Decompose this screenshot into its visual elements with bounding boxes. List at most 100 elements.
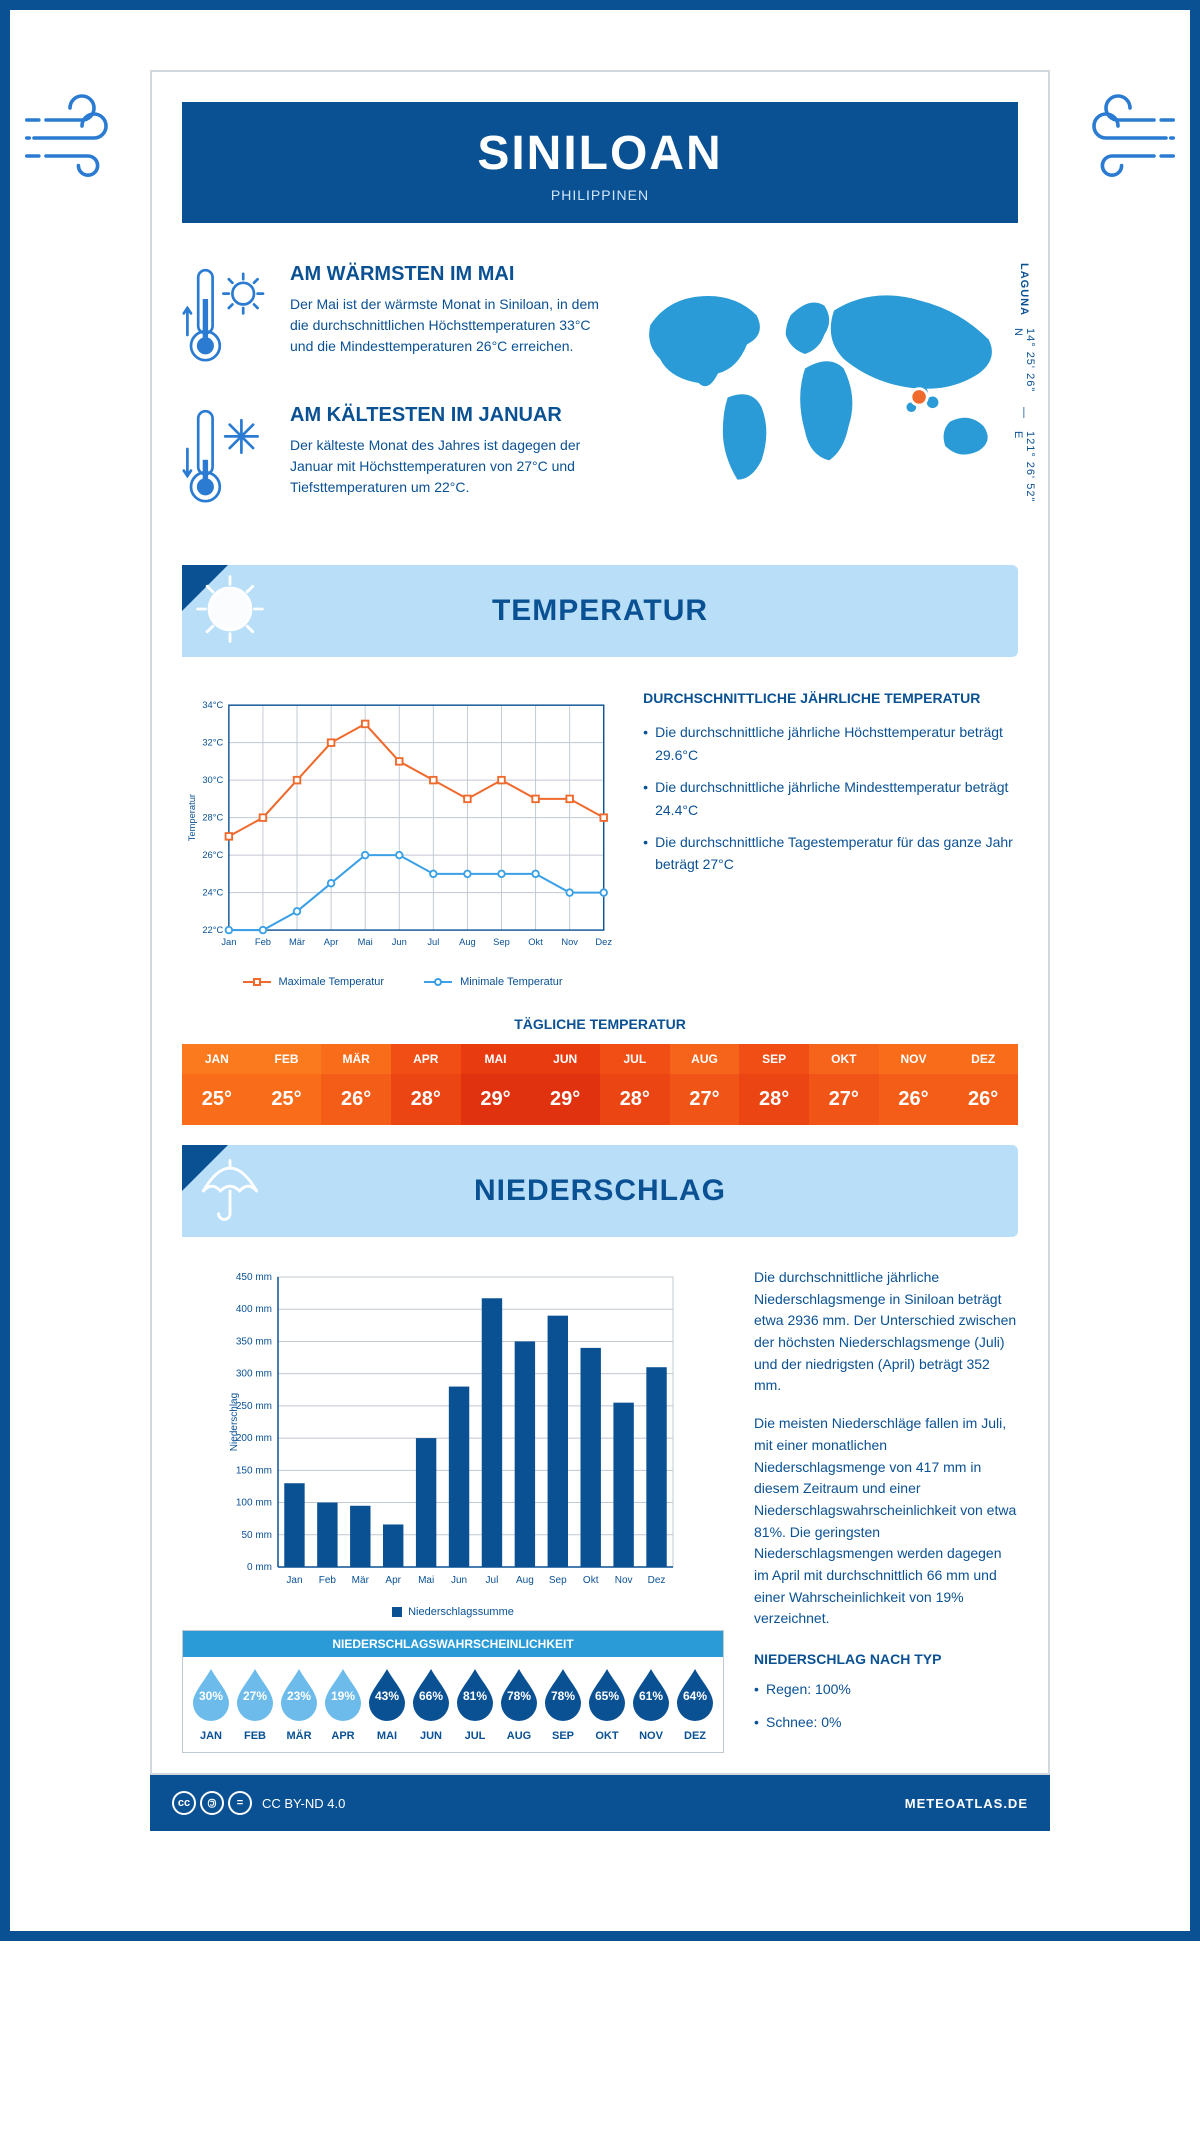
svg-text:Feb: Feb xyxy=(255,937,271,947)
section-precip-title: NIEDERSCHLAG xyxy=(182,1174,1018,1208)
country-subtitle: PHILIPPINEN xyxy=(182,187,1018,203)
world-map xyxy=(631,263,1018,503)
svg-text:30°C: 30°C xyxy=(202,775,223,785)
svg-text:26°C: 26°C xyxy=(202,850,223,860)
umbrella-icon xyxy=(192,1151,268,1227)
svg-text:24°C: 24°C xyxy=(202,887,223,897)
daily-month: JUN xyxy=(530,1044,600,1074)
svg-text:Jan: Jan xyxy=(286,1575,302,1586)
svg-text:100 mm: 100 mm xyxy=(236,1498,272,1509)
precip-bytype-heading: NIEDERSCHLAG NACH TYP xyxy=(754,1648,1018,1670)
nd-icon: = xyxy=(228,1791,252,1815)
daily-month: APR xyxy=(391,1044,461,1074)
svg-text:Jun: Jun xyxy=(392,937,407,947)
daily-month: MÄR xyxy=(321,1044,391,1074)
svg-text:Jul: Jul xyxy=(486,1575,499,1586)
probability-cell: 27%FEB xyxy=(233,1667,277,1742)
longitude: 121° 26' 52" E xyxy=(1012,431,1036,503)
svg-text:Niederschlag: Niederschlag xyxy=(229,1393,240,1451)
svg-text:Temperatur: Temperatur xyxy=(187,794,197,841)
fact-cold-text: Der kälteste Monat des Jahres ist dagege… xyxy=(290,435,607,498)
svg-text:0 mm: 0 mm xyxy=(247,1562,272,1573)
probability-cell: 19%APR xyxy=(321,1667,365,1742)
daily-title: TÄGLICHE TEMPERATUR xyxy=(182,1016,1018,1032)
daily-month: FEB xyxy=(252,1044,322,1074)
daily-temperature-table: JANFEBMÄRAPRMAIJUNJULAUGSEPOKTNOVDEZ25°2… xyxy=(182,1044,1018,1125)
svg-text:300 mm: 300 mm xyxy=(236,1369,272,1380)
svg-text:Jul: Jul xyxy=(427,937,439,947)
daily-value: 25° xyxy=(182,1074,252,1125)
fact-warmest: AM WÄRMSTEN IM MAI Der Mai ist der wärms… xyxy=(182,263,607,376)
annual-b2: Die durchschnittliche jährliche Mindestt… xyxy=(643,776,1018,821)
fact-warm-title: AM WÄRMSTEN IM MAI xyxy=(290,263,607,286)
cc-icons: cc🄯= xyxy=(172,1791,252,1815)
probability-cell: 66%JUN xyxy=(409,1667,453,1742)
probability-cell: 78%AUG xyxy=(497,1667,541,1742)
daily-value: 27° xyxy=(809,1074,879,1125)
daily-month: NOV xyxy=(879,1044,949,1074)
svg-text:Okt: Okt xyxy=(583,1575,599,1586)
svg-text:Okt: Okt xyxy=(528,937,543,947)
thermometer-sun-icon xyxy=(182,263,272,376)
temperature-legend: Maximale Temperatur Minimale Temperatur xyxy=(182,976,613,988)
probability-cell: 23%MÄR xyxy=(277,1667,321,1742)
section-temperature-banner: TEMPERATUR xyxy=(182,565,1018,657)
daily-value: 26° xyxy=(879,1074,949,1125)
svg-text:50 mm: 50 mm xyxy=(241,1530,272,1541)
latitude: 14° 25' 26" N xyxy=(1012,328,1036,395)
precip-text-2: Die meisten Niederschläge fallen im Juli… xyxy=(754,1413,1018,1630)
probability-cell: 43%MAI xyxy=(365,1667,409,1742)
cc-icon: cc xyxy=(172,1791,196,1815)
svg-text:Nov: Nov xyxy=(615,1575,633,1586)
footer: cc🄯= CC BY-ND 4.0 METEOATLAS.DE xyxy=(150,1775,1050,1831)
svg-text:22°C: 22°C xyxy=(202,925,223,935)
daily-value: 29° xyxy=(530,1074,600,1125)
sun-icon xyxy=(192,571,268,647)
daily-value: 28° xyxy=(600,1074,670,1125)
by-icon: 🄯 xyxy=(200,1791,224,1815)
precip-legend: Niederschlagssumme xyxy=(182,1606,724,1618)
svg-text:250 mm: 250 mm xyxy=(236,1401,272,1412)
svg-text:28°C: 28°C xyxy=(202,812,223,822)
svg-text:Apr: Apr xyxy=(324,937,339,947)
svg-text:200 mm: 200 mm xyxy=(236,1433,272,1444)
svg-text:350 mm: 350 mm xyxy=(236,1336,272,1347)
svg-text:Aug: Aug xyxy=(516,1575,534,1586)
daily-month: OKT xyxy=(809,1044,879,1074)
probability-cell: 78%SEP xyxy=(541,1667,585,1742)
precipitation-bar-chart: 0 mm50 mm100 mm150 mm200 mm250 mm300 mm3… xyxy=(182,1267,724,1597)
svg-text:Dez: Dez xyxy=(595,937,612,947)
section-temperature-title: TEMPERATUR xyxy=(182,594,1018,628)
daily-month: JAN xyxy=(182,1044,252,1074)
coordinates: LAGUNA 14° 25' 26" N — 121° 26' 52" E xyxy=(1012,263,1036,503)
daily-value: 25° xyxy=(252,1074,322,1125)
annual-b3: Die durchschnittliche Tagestemperatur fü… xyxy=(643,831,1018,876)
daily-value: 28° xyxy=(739,1074,809,1125)
svg-text:Mär: Mär xyxy=(289,937,305,947)
svg-text:Mär: Mär xyxy=(352,1575,370,1586)
annual-heading: DURCHSCHNITTLICHE JÄHRLICHE TEMPERATUR xyxy=(643,687,1018,709)
probability-cell: 61%NOV xyxy=(629,1667,673,1742)
probability-cell: 65%OKT xyxy=(585,1667,629,1742)
svg-text:34°C: 34°C xyxy=(202,700,223,710)
daily-month: JUL xyxy=(600,1044,670,1074)
legend-min: Minimale Temperatur xyxy=(460,976,563,988)
svg-text:Jan: Jan xyxy=(221,937,236,947)
svg-text:Apr: Apr xyxy=(385,1575,401,1586)
fact-coldest: AM KÄLTESTEN IM JANUAR Der kälteste Mona… xyxy=(182,404,607,517)
svg-text:Aug: Aug xyxy=(459,937,476,947)
precip-probability-box: NIEDERSCHLAGSWAHRSCHEINLICHKEIT 30%JAN27… xyxy=(182,1630,724,1753)
license-text: CC BY-ND 4.0 xyxy=(262,1796,345,1811)
svg-text:Sep: Sep xyxy=(549,1575,567,1586)
fact-cold-title: AM KÄLTESTEN IM JANUAR xyxy=(290,404,607,427)
svg-text:Nov: Nov xyxy=(561,937,578,947)
precip-bytype-snow: Schnee: 0% xyxy=(754,1711,1018,1733)
svg-text:450 mm: 450 mm xyxy=(236,1272,272,1283)
temperature-line-chart: 22°C24°C26°C28°C30°C32°C34°CJanFebMärApr… xyxy=(182,687,613,967)
probability-cell: 30%JAN xyxy=(189,1667,233,1742)
svg-text:Feb: Feb xyxy=(319,1575,337,1586)
daily-value: 29° xyxy=(461,1074,531,1125)
wind-icon xyxy=(1058,78,1178,198)
city-title: SINILOAN xyxy=(182,126,1018,181)
svg-text:Mai: Mai xyxy=(418,1575,434,1586)
